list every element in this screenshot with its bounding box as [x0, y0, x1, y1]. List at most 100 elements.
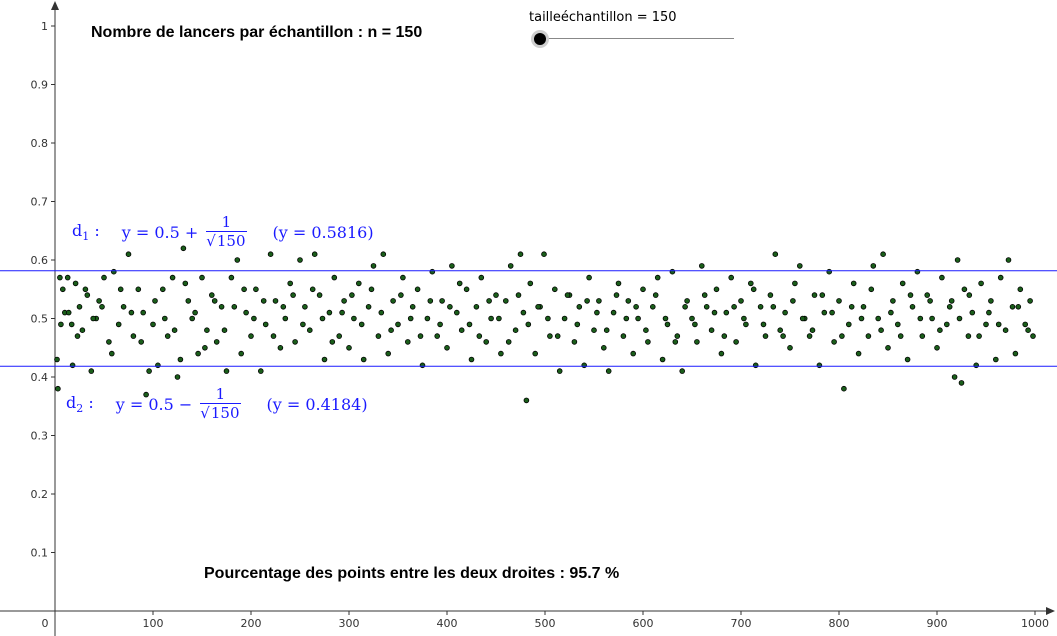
d1-lhs: y = 0.5 +	[121, 222, 199, 242]
sample-point	[816, 362, 823, 369]
sample-point	[594, 309, 600, 316]
sample-point	[821, 309, 828, 316]
sample-point	[836, 298, 842, 304]
sample-point	[106, 339, 112, 345]
sample-point	[90, 315, 96, 322]
fraction-bar	[200, 403, 241, 404]
sample-point	[398, 292, 404, 298]
sample-point	[498, 350, 504, 357]
sample-point	[554, 333, 561, 339]
sample-point	[55, 385, 61, 392]
sample-point	[287, 280, 294, 287]
sample-point	[192, 309, 198, 316]
sample-point	[1025, 327, 1031, 334]
sample-point	[1005, 257, 1012, 263]
sample-point	[545, 315, 551, 322]
sample-point	[174, 374, 181, 380]
sample-point	[958, 380, 965, 386]
sample-point	[169, 274, 176, 281]
slider-knob[interactable]	[531, 30, 549, 48]
sample-point	[468, 356, 475, 363]
sample-point	[385, 350, 392, 357]
sample-point	[523, 397, 530, 404]
sample-point	[59, 286, 66, 293]
x-tick-label: 0	[42, 617, 49, 630]
sample-point	[574, 321, 581, 328]
sample-point	[453, 309, 460, 316]
sample-point	[466, 321, 473, 328]
sample-point	[605, 368, 612, 374]
sample-point	[260, 298, 267, 304]
sample-point	[927, 298, 933, 304]
sample-point	[199, 274, 205, 281]
sample-point	[272, 298, 279, 304]
sample-point	[512, 327, 519, 334]
sample-point	[79, 327, 86, 334]
sample-point	[223, 368, 230, 374]
slider-track[interactable]	[540, 38, 734, 39]
x-axis-ticks: 0 100 200 300 400 500 600 700 800 900 1000	[42, 611, 1049, 630]
sample-point	[120, 303, 127, 310]
sample-point	[997, 274, 1004, 281]
sample-point	[713, 286, 720, 293]
sample-point	[937, 327, 943, 334]
sample-point	[109, 350, 115, 357]
sample-point	[58, 321, 64, 328]
sample-point	[948, 298, 955, 304]
d2-numerator: 1	[215, 385, 226, 403]
sample-point	[946, 303, 953, 310]
sample-point	[195, 350, 201, 357]
y-tick-label: 0.7	[31, 196, 49, 209]
sample-point	[270, 333, 277, 339]
sample-point	[819, 292, 826, 298]
sample-point	[101, 274, 107, 281]
sample-point	[767, 292, 774, 298]
sample-point	[218, 303, 225, 310]
sample-point	[615, 280, 622, 287]
sample-point	[309, 286, 316, 293]
sample-point	[679, 368, 685, 374]
sample-point	[551, 286, 558, 293]
sample-point	[992, 356, 999, 363]
sample-point	[365, 303, 372, 310]
sample-point	[711, 309, 718, 316]
d2-denominator: √150	[200, 403, 241, 422]
sample-point	[762, 333, 769, 339]
sample-point	[262, 321, 269, 328]
sample-point	[547, 333, 553, 339]
sample-point	[988, 298, 994, 304]
sample-point	[839, 333, 845, 339]
sample-point	[581, 362, 587, 369]
sample-point	[380, 251, 387, 258]
sample-point	[520, 309, 527, 316]
sample-point	[1027, 298, 1033, 304]
sample-point	[973, 362, 979, 369]
sample-point	[689, 315, 695, 322]
sample-point	[584, 298, 590, 304]
sample-point	[449, 263, 455, 269]
sample-point	[135, 286, 142, 293]
sample-point	[525, 321, 532, 328]
d1-numerator: 1	[221, 213, 232, 231]
sample-point	[400, 274, 406, 281]
sample-point	[556, 368, 563, 374]
sample-point	[831, 339, 837, 345]
sample-point	[917, 315, 924, 322]
fraction-bar	[206, 231, 247, 232]
equation-d1[interactable]: d1 : y = 0.5 + 1 √150 (y = 0.5816)	[72, 214, 374, 250]
sample-point	[865, 333, 872, 339]
y-tick-label: 0.5	[31, 313, 49, 326]
sample-point	[943, 321, 950, 328]
sample-point	[654, 274, 661, 281]
sample-point	[885, 344, 891, 351]
sample-point	[434, 333, 441, 339]
sample-point	[760, 321, 767, 328]
sample-point	[806, 333, 813, 339]
x-tick-label: 600	[633, 617, 654, 630]
sample-point	[351, 315, 357, 322]
sample-point	[72, 280, 79, 287]
equation-d2[interactable]: d2 : y = 0.5 − 1 √150 (y = 0.4184)	[66, 386, 368, 422]
sample-point	[306, 327, 313, 334]
sample-point	[517, 251, 524, 258]
